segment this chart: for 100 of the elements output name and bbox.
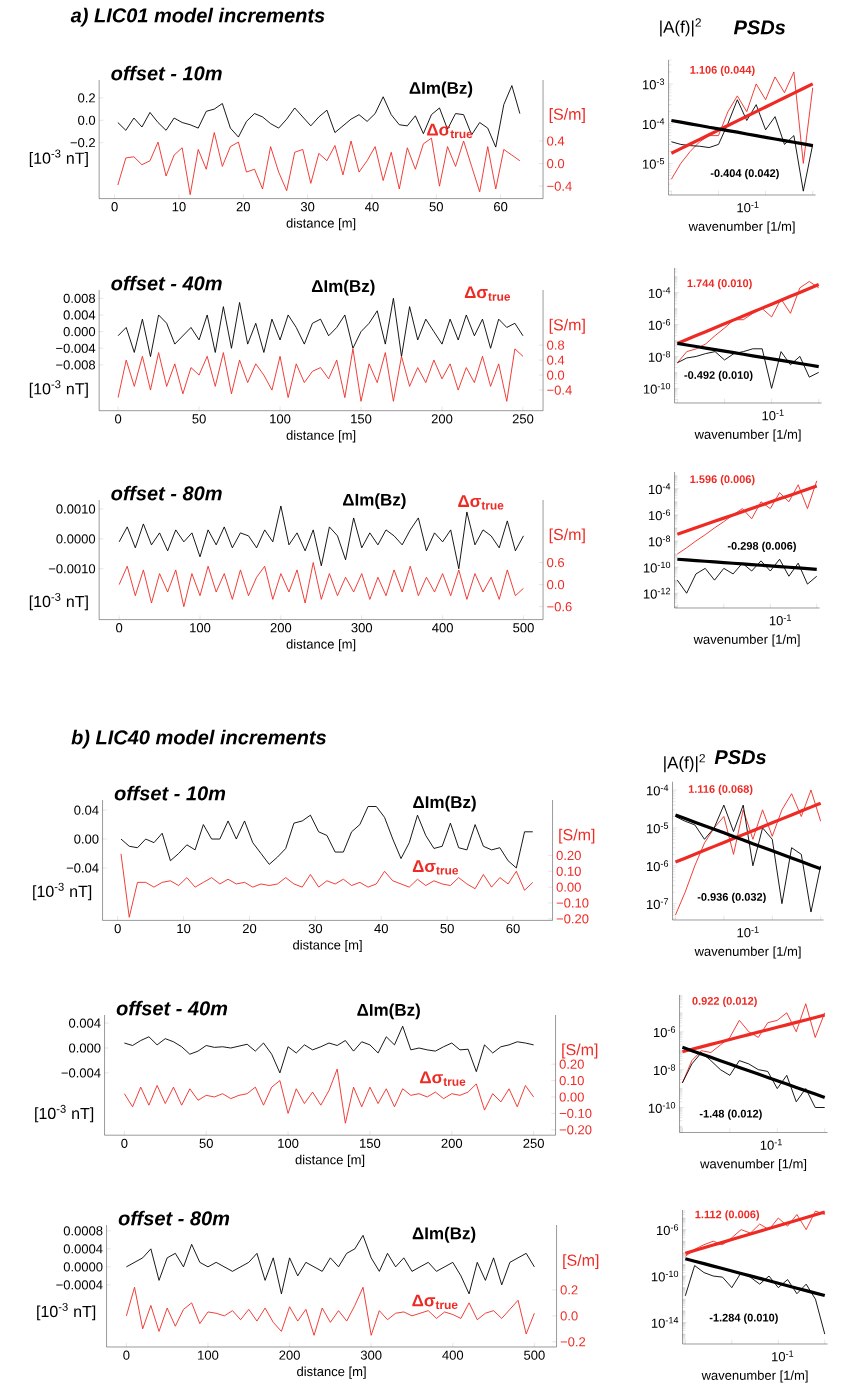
y-tick-label: 0.000	[69, 1043, 101, 1053]
x-tick-label: 100	[278, 1138, 299, 1148]
series-label: ΔIm(Bz)	[409, 81, 473, 98]
x-tick-label: 300	[351, 623, 373, 633]
y-tick-label: 10$^{-10}$	[644, 561, 671, 573]
text: -1.284 (0.010)	[709, 1313, 779, 1324]
y-axis-title: |A(f)|$^{2}$	[660, 18, 702, 37]
series-label: ΔIm(Bz)	[412, 1226, 476, 1243]
series-label: 1.596 (0.006)	[690, 475, 755, 486]
y2-axis-title: [S/m]	[549, 318, 586, 334]
series-label: ΔIm(Bz)	[413, 795, 476, 812]
x-axis-title: wavenumber [1/m]	[700, 1158, 807, 1172]
text: 10$^{-1}$	[760, 1139, 783, 1150]
y-tick-label: 10$^{-5}$	[643, 158, 665, 169]
x-tick-label: 300	[361, 1350, 382, 1360]
y-tick-label: 10$^{-12}$	[644, 587, 671, 599]
y-tick-label: 0.000	[63, 327, 96, 337]
x-tick-label: 0	[115, 414, 122, 424]
y-tick-label: −0.004	[61, 1068, 101, 1078]
x-tick-label: 0	[121, 1138, 128, 1148]
y-tick-label: 0.0010	[56, 504, 96, 514]
y-tick-label: 0.004	[63, 310, 96, 320]
y-tick-label: 10$^{-3}$	[643, 78, 665, 90]
x-tick-label: 200	[441, 1138, 463, 1148]
y2-tick-label: 0.4	[547, 355, 565, 365]
x-tick-label: 200	[279, 1350, 301, 1360]
text: 1.106 (0.044)	[690, 65, 755, 76]
text: -0.936 (0.032)	[697, 892, 766, 903]
y-tick-label: 0.00	[74, 834, 99, 844]
y2-axis-title: [S/m]	[562, 1043, 598, 1059]
y-tick-label: 0.04	[74, 805, 99, 815]
chart-title: offset - 80m	[111, 485, 222, 501]
y-tick-label: 10$^{-4}$	[649, 287, 671, 298]
y-tick-label: 10$^{-14}$	[652, 1317, 679, 1328]
y2-tick-label: −0.4	[547, 385, 573, 395]
series-label: Δσ$_{true}$	[412, 1294, 458, 1310]
x-tick-label: 50	[429, 202, 444, 212]
series-label: Δσ$_{true}$	[413, 860, 459, 875]
chart-title: offset - 10m	[111, 65, 222, 81]
x-axis-title: wavenumber [1/m]	[693, 634, 800, 647]
x-axis-title: wavenumber [1/m]	[701, 1370, 808, 1383]
series-label: ΔIm(Bz)	[343, 493, 406, 510]
x-axis-title: distance [m]	[295, 1154, 365, 1167]
y-tick-label: 10$^{-8}$	[649, 351, 671, 362]
y2-tick-label: −0.20	[559, 1125, 592, 1135]
y-tick-label: 10$^{-6}$	[649, 319, 671, 330]
y2-tick-label: 0.4	[547, 136, 565, 146]
y-axis-title: [10$^{-3}$ nT]	[30, 592, 89, 611]
y-tick-label: 10$^{-10}$	[644, 382, 671, 394]
chart-title: offset - 40m	[116, 1000, 228, 1016]
x-axis-title: wavenumber [1/m]	[694, 429, 801, 442]
x-tick-label: 200	[432, 414, 453, 424]
y2-axis-title: [S/m]	[549, 528, 586, 544]
y-axis-title: |A(f)|$^{2}$	[664, 753, 706, 773]
x-tick-label: 40	[374, 923, 389, 934]
y-axis-title: [10$^{-3}$ nT]	[30, 380, 89, 398]
x-tick-label: 500	[524, 1350, 545, 1360]
x-tick-label: 0	[111, 202, 118, 212]
x-axis-title: wavenumber [1/m]	[694, 946, 801, 959]
x-tick-label: 200	[270, 623, 292, 633]
x-tick-label: 250	[513, 414, 534, 424]
y-tick-label: 0.008	[63, 293, 96, 303]
y2-axis-title: [S/m]	[559, 828, 595, 844]
y2-tick-label: 0.00	[559, 1092, 585, 1102]
chart-title: offset - 40m	[111, 275, 222, 291]
y-tick-label: 10$^{-5}$	[647, 822, 669, 834]
y-tick-label: 0.0008	[63, 1226, 103, 1236]
x-tick-label: 60	[506, 923, 520, 934]
series-label: Δσ$_{true}$	[427, 123, 473, 139]
x-tick-label: 20	[236, 202, 251, 212]
x-tick-label: 50	[199, 1138, 214, 1148]
y-tick-label: 0.0	[78, 115, 96, 125]
y-tick-label: 10$^{-4}$	[649, 483, 671, 495]
y2-tick-label: −0.2	[560, 1337, 586, 1347]
x-axis-title: distance [m]	[286, 430, 356, 443]
y-tick-label: −0.008	[56, 360, 96, 370]
text: 10$^{-1}$	[737, 201, 759, 213]
chart-title: PSDs	[734, 20, 786, 35]
y-tick-label: −0.0004	[56, 1280, 103, 1290]
x-tick-label: 0	[123, 1350, 130, 1360]
y2-axis-title: [S/m]	[549, 108, 585, 124]
y-tick-label: 10$^{-8}$	[654, 1064, 676, 1076]
text: a) LIC01 model increments	[71, 7, 325, 27]
y2-tick-label: −0.20	[556, 914, 589, 924]
x-tick-label: 150	[351, 414, 372, 424]
x-tick-label: 0	[114, 923, 122, 934]
series-label: 1.744 (0.010)	[687, 279, 752, 290]
y-tick-label: 10$^{-6}$	[654, 1026, 676, 1038]
y2-tick-label: 0.0	[560, 1311, 578, 1321]
x-tick-label: 0	[116, 623, 123, 633]
x-tick-label: 100	[190, 623, 211, 633]
x-tick-label: 60	[494, 202, 508, 212]
y-tick-label: 10$^{-6}$	[647, 860, 669, 872]
series-label: -0.298 (0.006)	[728, 541, 797, 552]
y-axis-title: [10$^{-3}$ nT]	[35, 1104, 94, 1123]
y-tick-label: 10$^{-7}$	[647, 898, 669, 910]
y-tick-label: −0.004	[56, 343, 96, 353]
x-tick-label: 10	[177, 923, 191, 934]
text: -1.48 (0.012)	[700, 1109, 763, 1120]
series-label: 1.112 (0.006)	[695, 1210, 760, 1221]
